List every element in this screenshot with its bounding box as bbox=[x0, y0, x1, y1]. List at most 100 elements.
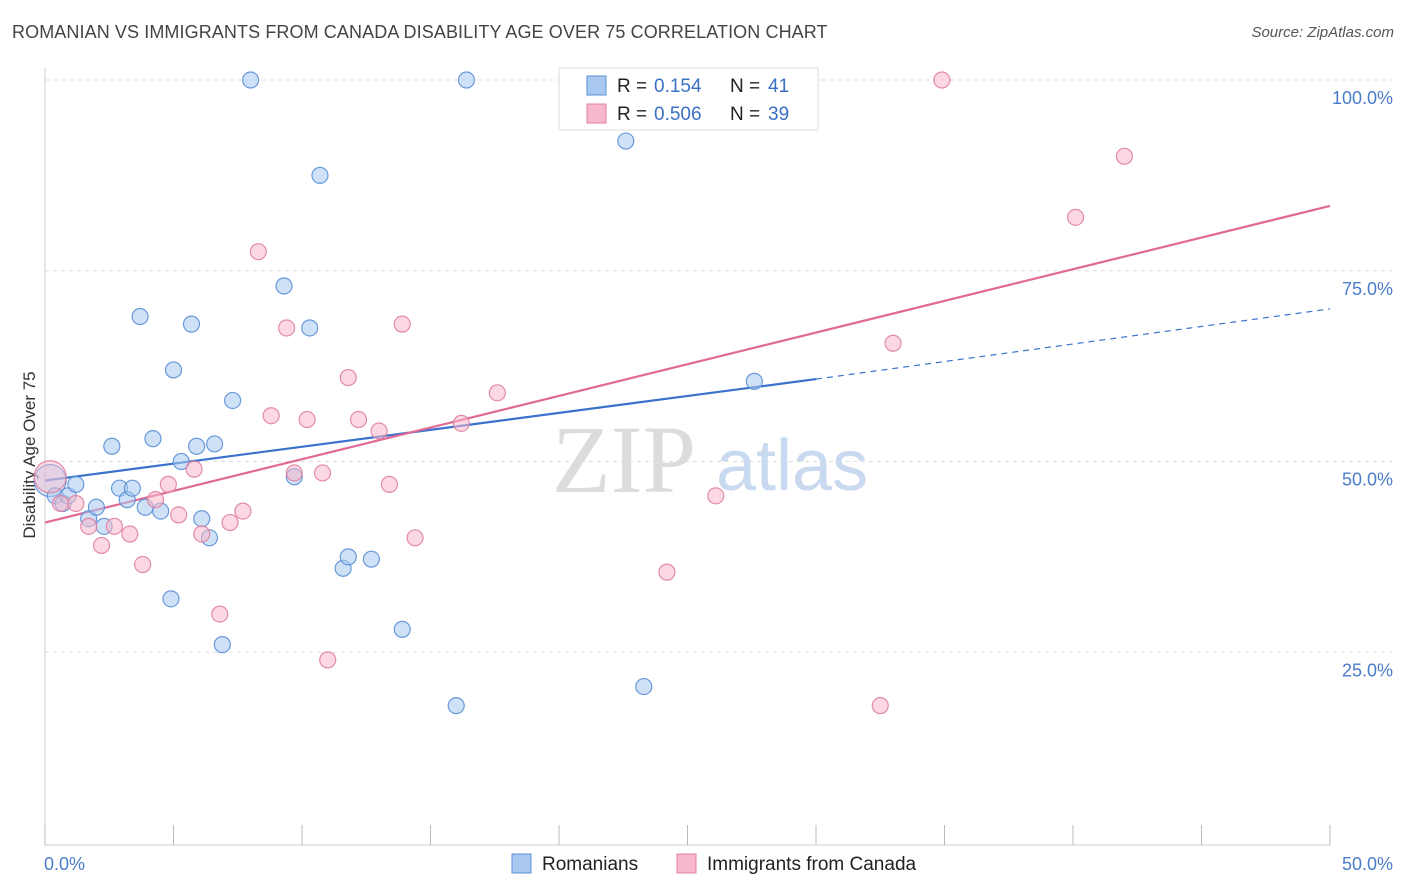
romanians-point-16 bbox=[162, 590, 180, 608]
x-tick-label-1: 50.0% bbox=[1342, 854, 1393, 874]
canada-point-2 bbox=[67, 494, 85, 513]
legend-n-value-canada: 39 bbox=[768, 104, 789, 125]
romanians-point-6 bbox=[87, 498, 106, 516]
romanians-point-25 bbox=[224, 391, 242, 410]
canada-point-26 bbox=[380, 475, 398, 493]
canada-point-29 bbox=[452, 414, 470, 432]
stats-legend: R = 0.154 N = 41 R = 0.506 N = 39 bbox=[558, 67, 819, 131]
series-legend: Romanians Immigrants from Canada bbox=[511, 853, 917, 875]
canada-point-24 bbox=[349, 410, 368, 429]
legend-r-value-canada: 0.506 bbox=[654, 104, 702, 125]
romanians-point-39 bbox=[745, 372, 763, 390]
canada-point-18 bbox=[277, 319, 296, 337]
chart-title: ROMANIAN VS IMMIGRANTS FROM CANADA DISAB… bbox=[12, 22, 828, 42]
legend-r-label-romanians: R = bbox=[617, 76, 647, 97]
romanians-point-17 bbox=[164, 361, 183, 379]
watermark-atlas: atlas bbox=[716, 426, 868, 506]
canada-point-19 bbox=[285, 464, 303, 482]
romanians-point-8 bbox=[103, 437, 121, 455]
grid-layer bbox=[45, 79, 1392, 653]
canada-point-28 bbox=[406, 529, 424, 547]
romanians-point-21 bbox=[193, 510, 211, 528]
canada-point-33 bbox=[707, 487, 725, 505]
romanians-point-38 bbox=[635, 677, 653, 696]
legend-r-label-canada: R = bbox=[617, 104, 647, 125]
canada-point-7 bbox=[134, 555, 152, 574]
legend-swatch-canada bbox=[586, 103, 607, 124]
canada-point-11 bbox=[185, 460, 203, 478]
legend-n-label-canada: N = bbox=[730, 104, 760, 125]
canada-point-30 bbox=[488, 384, 506, 402]
romanians-point-4 bbox=[67, 475, 85, 493]
canada-point-38 bbox=[1115, 147, 1134, 165]
romanians-point-30 bbox=[311, 166, 329, 184]
romanians-point-35 bbox=[447, 697, 465, 715]
series-swatch-romanians bbox=[511, 853, 532, 874]
legend-r-value-romanians: 0.154 bbox=[654, 76, 702, 97]
canada-point-21 bbox=[313, 464, 332, 482]
series-swatch-canada bbox=[676, 853, 697, 874]
romanians-point-12 bbox=[131, 307, 149, 326]
romanians-point-11 bbox=[123, 479, 141, 497]
canada-point-5 bbox=[105, 517, 123, 535]
legend-n-value-romanians: 41 bbox=[768, 76, 789, 97]
canada-point-15 bbox=[234, 502, 252, 520]
canada-point-27 bbox=[393, 315, 411, 333]
romanians-point-27 bbox=[275, 277, 293, 295]
canada-point-0 bbox=[33, 460, 67, 494]
canada-point-3 bbox=[80, 517, 98, 535]
romanians-point-26 bbox=[242, 71, 260, 89]
romanians-point-24 bbox=[213, 636, 231, 654]
canada-point-12 bbox=[193, 525, 211, 543]
romanians-point-32 bbox=[339, 548, 357, 566]
canada-trend-line bbox=[44, 204, 1331, 524]
axis-layer bbox=[44, 68, 1331, 846]
canada-point-13 bbox=[211, 605, 229, 623]
canada-point-36 bbox=[933, 71, 951, 89]
canada-point-14 bbox=[221, 513, 239, 532]
canada-point-16 bbox=[249, 243, 267, 261]
romanians-trend-line bbox=[44, 378, 817, 482]
romanians-point-20 bbox=[188, 437, 206, 455]
legend-swatch-romanians bbox=[586, 75, 607, 96]
watermark-zip: ZIP bbox=[552, 406, 696, 513]
romanians-point-14 bbox=[144, 430, 162, 448]
canada-point-32 bbox=[658, 563, 676, 581]
source-label: Source: ZipAtlas.com bbox=[1251, 24, 1394, 41]
romanians-point-29 bbox=[301, 319, 319, 337]
canada-point-37 bbox=[1066, 208, 1085, 226]
canada-point-10 bbox=[170, 506, 188, 524]
canada-point-34 bbox=[871, 697, 889, 715]
legend-n-label-romanians: N = bbox=[730, 76, 760, 97]
canada-point-20 bbox=[298, 410, 316, 429]
canada-point-22 bbox=[319, 651, 337, 669]
canada-point-8 bbox=[146, 491, 165, 509]
series-label-canada: Immigrants from Canada bbox=[707, 854, 917, 875]
x-tick-label-0: 0.0% bbox=[44, 854, 85, 874]
y-tick-label-0: 25.0% bbox=[1342, 660, 1393, 680]
canada-point-23 bbox=[339, 368, 357, 387]
canada-point-17 bbox=[262, 407, 280, 425]
canada-point-25 bbox=[370, 422, 388, 440]
canada-point-1 bbox=[51, 494, 70, 513]
romanians-point-36 bbox=[457, 71, 476, 89]
romanians-point-33 bbox=[362, 550, 380, 568]
canada-point-9 bbox=[159, 475, 177, 493]
romanians-point-23 bbox=[206, 435, 224, 453]
y-tick-label-1: 50.0% bbox=[1342, 470, 1393, 490]
watermark: ZIP atlas bbox=[552, 406, 868, 513]
y-tick-label-3: 100.0% bbox=[1332, 88, 1393, 108]
series-label-romanians: Romanians bbox=[542, 854, 638, 875]
romanians-point-34 bbox=[393, 620, 411, 638]
romanians-point-18 bbox=[172, 452, 190, 471]
points-layer bbox=[33, 71, 1134, 715]
romanians-point-19 bbox=[182, 315, 201, 333]
canada-point-35 bbox=[884, 334, 902, 352]
canada-point-6 bbox=[121, 525, 139, 543]
romanians-trend-extension bbox=[815, 308, 1331, 380]
y-tick-label-2: 75.0% bbox=[1342, 279, 1393, 299]
canada-point-4 bbox=[92, 536, 111, 555]
romanians-point-37 bbox=[617, 132, 635, 150]
tick-labels: 25.0% 50.0% 75.0% 100.0% 0.0% 50.0% bbox=[44, 88, 1393, 874]
